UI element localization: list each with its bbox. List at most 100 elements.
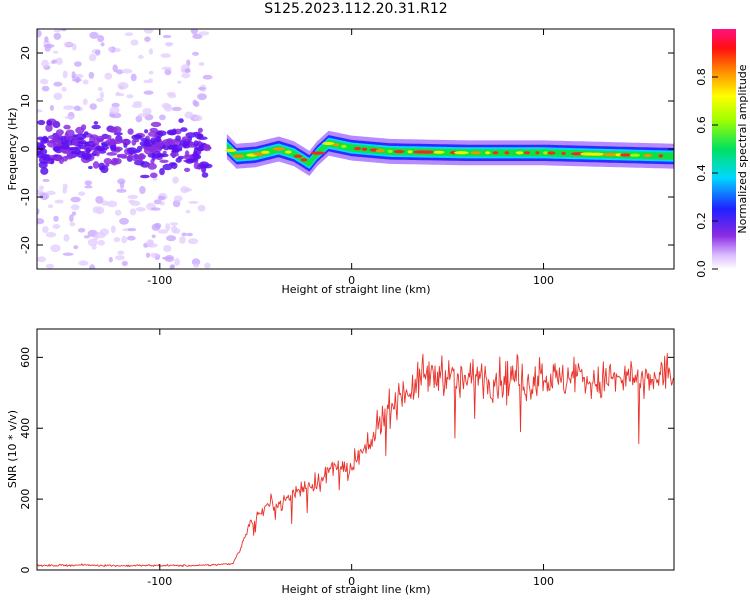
spectrogram-noise-cell [155, 153, 165, 158]
spectrogram-noise-cell [106, 200, 118, 208]
spectrogram-noise-cell [68, 146, 79, 151]
spectrogram-noise-cell [166, 235, 177, 242]
spectrogram-noise-cell [81, 153, 92, 160]
spectrogram-hot-cell [470, 151, 481, 155]
spectrogram-noise-cell [55, 129, 64, 136]
spectrogram-ytick-label: 0 [19, 146, 32, 153]
spectrogram-noise-cell [163, 245, 172, 252]
spectrogram-noise-cell [172, 128, 177, 134]
spectrogram-noise-cell [146, 239, 154, 248]
spectrogram-noise-cell [50, 244, 61, 253]
spectrogram-noise-cell [83, 131, 89, 136]
spectrogram-noise-cell [40, 167, 49, 175]
spectrogram-noise-cell [121, 235, 128, 244]
spectrogram-noise-cell [77, 228, 86, 233]
spectrogram-noise-cell [157, 195, 166, 200]
spectrogram-noise-cell [61, 86, 67, 92]
spectrogram-noise-cell [54, 199, 64, 204]
snr-xtick-label: 100 [533, 575, 554, 588]
spectrogram-noise-cell [38, 185, 44, 191]
spectrogram-noise-cell [144, 36, 151, 42]
spectrogram-noise-cell [111, 157, 118, 166]
spectrogram-noise-cell [175, 135, 182, 141]
spectrogram-noise-cell [166, 91, 176, 96]
spectrogram-noise-cell [151, 223, 161, 231]
spectrogram-hot-cell [293, 154, 303, 158]
spectrogram-hot-cell [407, 150, 413, 154]
spectrogram-xtick-label: 100 [533, 274, 554, 287]
spectrogram-noise-cell [121, 260, 128, 267]
spectrogram-noise-cell [91, 124, 101, 130]
spectrogram-marks [37, 29, 674, 269]
spectrogram-noise-cell [193, 115, 203, 122]
spectrogram-noise-cell [170, 264, 176, 269]
spectrogram-noise-cell [165, 42, 173, 47]
snr-ytick-label: 400 [19, 418, 32, 439]
spectrogram-noise-cell [177, 80, 182, 84]
spectrogram-noise-cell [147, 163, 157, 170]
spectrogram-noise-cell [92, 161, 100, 169]
snr-frame [36, 328, 675, 571]
spectrogram-noise-cell [131, 103, 143, 108]
spectrogram-noise-cell [181, 73, 191, 79]
snr-series-line [37, 352, 674, 568]
spectrogram-noise-cell [89, 103, 97, 110]
spectrogram-noise-cell [159, 159, 169, 163]
spectrogram-noise-cell [169, 222, 179, 226]
spectrogram-noise-cell [96, 98, 104, 102]
spectrogram-noise-cell [143, 29, 154, 34]
spectrogram-noise-cell [44, 36, 49, 43]
spectrogram-noise-cell [139, 186, 146, 194]
spectrogram-noise-cell [197, 204, 206, 212]
spectrogram-noise-cell [89, 264, 96, 269]
spectrogram-noise-cell [114, 48, 121, 53]
spectrogram-noise-cell [148, 48, 153, 55]
spectrogram-noise-cell [130, 39, 139, 46]
spectrogram-hot-cell [454, 151, 469, 155]
spectrogram-noise-cell [162, 34, 172, 39]
spectrogram-noise-cell [185, 132, 197, 138]
spectrogram-noise-cell [134, 139, 140, 143]
spectrogram-noise-cell [106, 152, 118, 156]
spectrogram-noise-cell [177, 155, 184, 160]
spectrogram-noise-cell [188, 200, 199, 204]
spectrogram-noise-cell [100, 42, 105, 47]
spectrogram-noise-cell [69, 214, 74, 223]
spectrogram-noise-cell [70, 196, 81, 203]
spectrogram-noise-cell [193, 161, 200, 170]
snr-ylabel: SNR (10 * v/v) [6, 410, 19, 488]
spectrogram-noise-cell [43, 43, 55, 48]
spectrogram-noise-cell [196, 147, 205, 152]
spectrogram-noise-cell [137, 113, 148, 117]
spectrogram-noise-cell [84, 185, 93, 189]
spectrogram-noise-cell [53, 81, 63, 87]
colorbar-ticks: 0.0 0.2 0.4 0.6 0.8 [695, 68, 718, 278]
spectrogram-hot-cell [420, 150, 435, 154]
spectrogram-noise-cell [192, 33, 203, 40]
spectrogram-noise-cell [60, 141, 67, 145]
spectrogram-hot-cell [485, 151, 491, 155]
spectrogram-noise-cell [178, 118, 184, 123]
spectrogram-noise-cell [100, 165, 109, 174]
spectrogram-noise-cell [136, 145, 143, 152]
spectrogram-noise-cell [185, 209, 191, 214]
spectrogram-noise-cell [144, 129, 149, 134]
spectrogram-noise-cell [112, 64, 118, 73]
spectrogram-noise-cell [109, 106, 120, 115]
spectrogram-hot-cell [332, 143, 340, 147]
spectrogram-noise-cell [85, 148, 91, 154]
spectrogram-noise-cell [111, 102, 120, 108]
snr-panel: -100 0 100 0 200 400 600 Height of straight li… [6, 328, 675, 596]
spectrogram-hot-cell [361, 147, 368, 151]
spectrogram-hot-cell [284, 150, 292, 154]
spectrogram-noise-cell [42, 226, 49, 234]
spectrogram-noise-cell [53, 32, 62, 40]
spectrogram-noise-cell [51, 59, 57, 64]
spectrogram-hot-cell [629, 153, 641, 157]
spectrogram-noise-cell [181, 136, 189, 143]
spectrogram-noise-cell [191, 258, 201, 266]
spectrogram-noise-cell [126, 235, 136, 241]
spectrogram-noise-cell [60, 144, 70, 150]
spectrogram-noise-cell [198, 86, 206, 91]
spectrogram-hot-cell [232, 154, 245, 158]
